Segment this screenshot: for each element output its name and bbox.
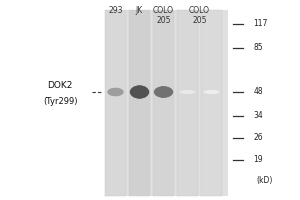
Ellipse shape: [203, 90, 220, 94]
Ellipse shape: [112, 90, 118, 94]
Text: COLO
205: COLO 205: [189, 6, 210, 25]
Ellipse shape: [109, 88, 122, 96]
Bar: [153, 10, 174, 196]
Text: 26: 26: [254, 134, 263, 142]
Bar: [177, 10, 198, 196]
Ellipse shape: [159, 88, 168, 96]
Ellipse shape: [136, 89, 143, 95]
Bar: [129, 10, 150, 196]
Ellipse shape: [180, 90, 195, 94]
Ellipse shape: [156, 87, 171, 97]
Ellipse shape: [208, 91, 214, 93]
Ellipse shape: [204, 90, 219, 94]
Ellipse shape: [132, 86, 147, 98]
Ellipse shape: [158, 88, 169, 97]
Text: (kD): (kD): [256, 176, 273, 184]
Text: COLO
205: COLO 205: [153, 6, 174, 25]
Ellipse shape: [179, 90, 196, 94]
Ellipse shape: [107, 88, 124, 96]
Text: (Tyr299): (Tyr299): [43, 97, 77, 106]
Ellipse shape: [108, 88, 123, 96]
Ellipse shape: [154, 86, 173, 98]
Bar: [201, 10, 222, 196]
Ellipse shape: [111, 89, 120, 95]
Text: 117: 117: [254, 20, 268, 28]
Ellipse shape: [130, 85, 149, 99]
Ellipse shape: [155, 86, 172, 98]
Bar: [105, 10, 126, 196]
Ellipse shape: [182, 91, 193, 93]
Text: DOK2: DOK2: [47, 81, 73, 90]
Ellipse shape: [183, 91, 192, 93]
Ellipse shape: [138, 91, 141, 93]
Text: 19: 19: [254, 156, 263, 164]
Text: 48: 48: [254, 88, 263, 97]
Text: 85: 85: [254, 44, 263, 52]
Ellipse shape: [209, 91, 214, 93]
Ellipse shape: [137, 90, 142, 94]
Ellipse shape: [184, 91, 190, 93]
Ellipse shape: [181, 90, 194, 94]
Ellipse shape: [110, 89, 121, 95]
Ellipse shape: [113, 91, 118, 93]
Ellipse shape: [206, 91, 217, 93]
Ellipse shape: [160, 89, 167, 95]
Ellipse shape: [205, 90, 218, 94]
Ellipse shape: [185, 91, 190, 93]
Ellipse shape: [162, 91, 165, 93]
Ellipse shape: [135, 88, 144, 96]
Ellipse shape: [134, 87, 146, 97]
Ellipse shape: [131, 85, 148, 99]
Text: 293: 293: [108, 6, 123, 15]
Text: JK: JK: [136, 6, 143, 15]
Bar: [105, 10, 228, 196]
Ellipse shape: [161, 90, 166, 94]
Ellipse shape: [115, 91, 116, 93]
Text: 34: 34: [254, 112, 263, 120]
Ellipse shape: [207, 91, 216, 93]
